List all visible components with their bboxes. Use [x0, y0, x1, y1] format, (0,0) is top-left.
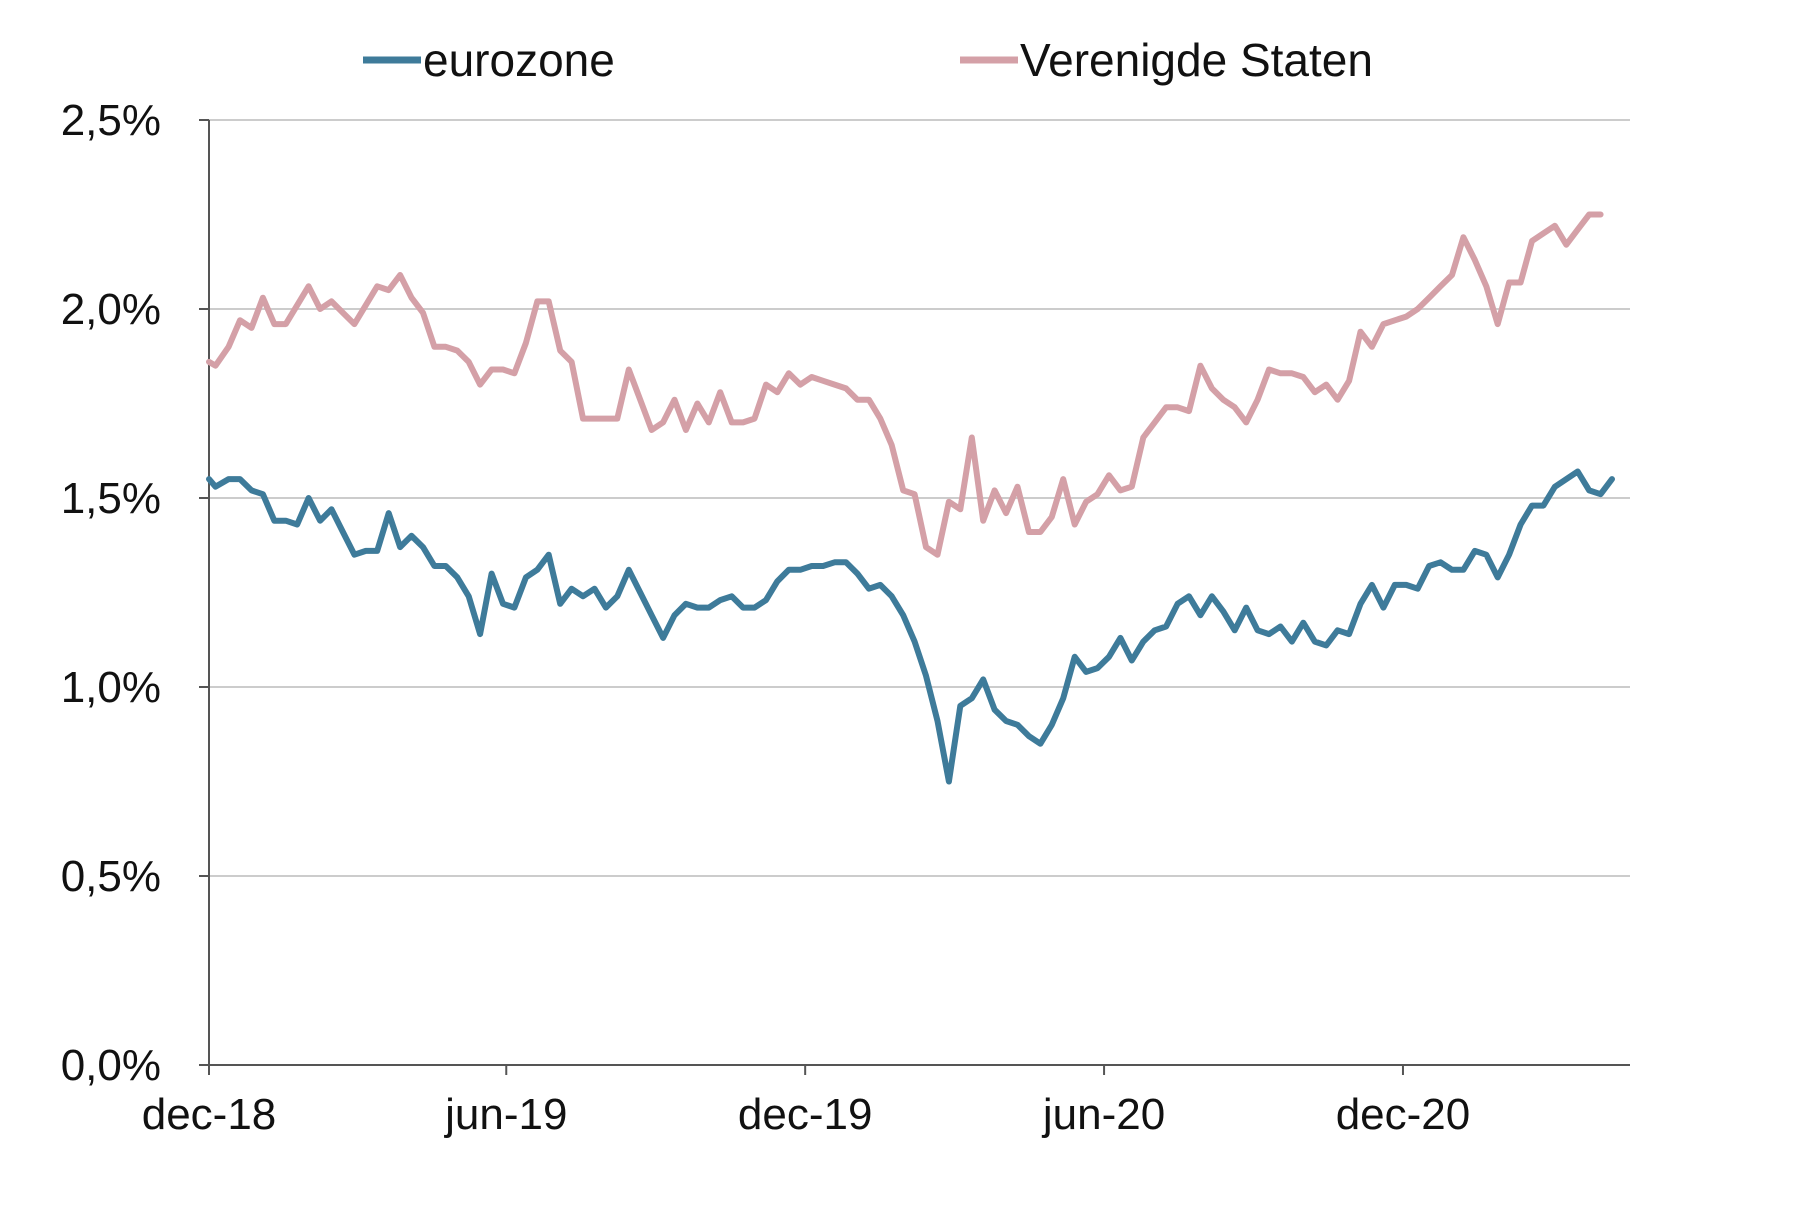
y-tick-label-3: 1,5%: [61, 474, 161, 523]
legend: eurozone Verenigde Staten: [363, 34, 1373, 86]
legend-label-verenigde-staten: Verenigde Staten: [1020, 34, 1373, 86]
x-tick-label-4: dec-20: [1336, 1090, 1471, 1139]
y-tick-label-2: 1,0%: [61, 663, 161, 712]
x-tick-label-1: jun-19: [443, 1090, 567, 1139]
x-tick-label-0: dec-18: [142, 1090, 277, 1139]
series-layer: [206, 211, 1615, 785]
legend-label-eurozone: eurozone: [423, 34, 615, 86]
y-tick-label-1: 0,5%: [61, 852, 161, 901]
y-tick-label-5: 2,5%: [61, 96, 161, 145]
x-axis-ticks: dec-18 jun-19 dec-19 jun-20 dec-20: [142, 1065, 1471, 1139]
y-axis-ticks: 0,0% 0,5% 1,0% 1,5% 2,0% 2,5%: [61, 96, 209, 1090]
x-tick-label-3: jun-20: [1041, 1090, 1165, 1139]
axes: [208, 120, 1630, 1066]
series-line-verenigde-staten: [206, 211, 1604, 558]
grid-lines: [209, 119, 1630, 877]
y-tick-label-4: 2,0%: [61, 285, 161, 334]
y-tick-label-0: 0,0%: [61, 1041, 161, 1090]
series-line-eurozone: [206, 468, 1615, 785]
x-tick-label-2: dec-19: [738, 1090, 873, 1139]
